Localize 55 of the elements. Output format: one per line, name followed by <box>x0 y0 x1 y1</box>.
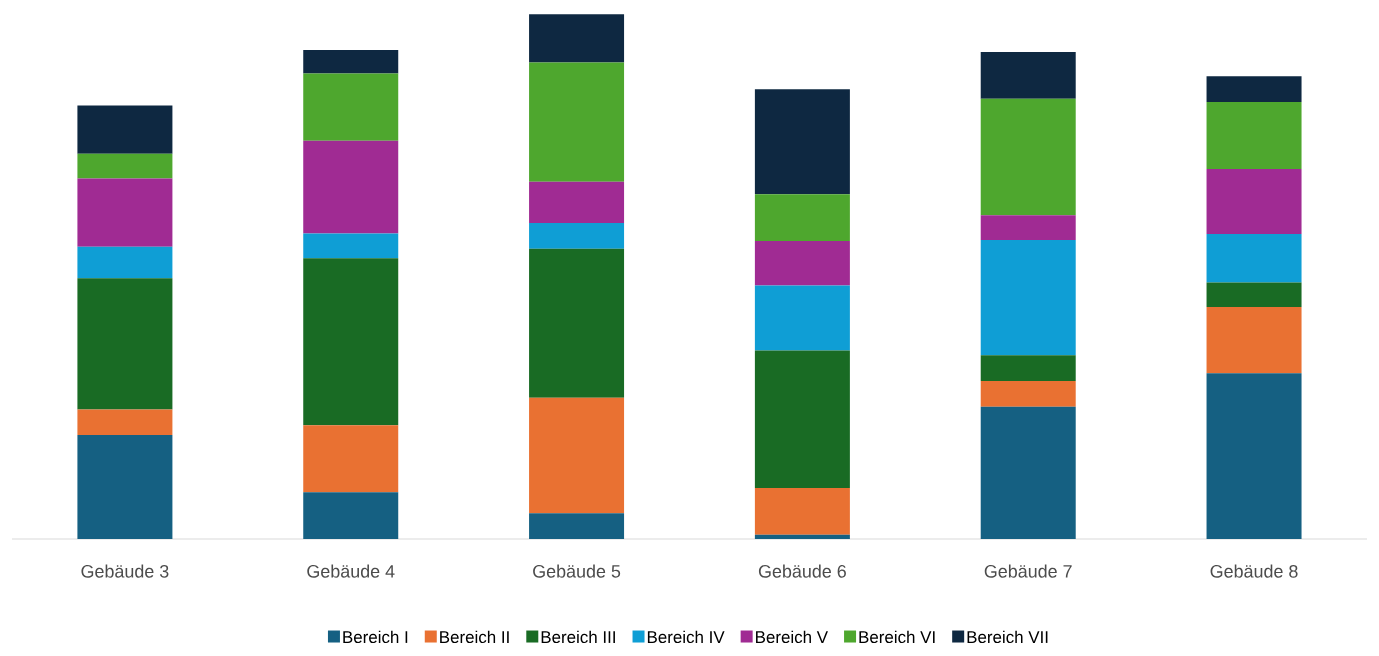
bar <box>77 153 173 179</box>
bar <box>77 105 173 154</box>
bar <box>754 240 850 286</box>
bar <box>1206 169 1302 235</box>
bar <box>1206 76 1302 102</box>
legend-label: Bereich IV <box>647 630 725 644</box>
bar <box>980 381 1076 407</box>
bar <box>754 488 850 535</box>
x-tick-label: Gebäude 8 <box>1210 564 1298 578</box>
bar <box>1206 373 1302 539</box>
legend-label: Bereich II <box>440 630 509 644</box>
bar <box>1206 282 1302 308</box>
legend-label: Bereich VII <box>967 630 1048 644</box>
bar <box>980 98 1076 216</box>
bar <box>303 233 399 259</box>
legend-label: Bereich I <box>343 630 408 644</box>
bar <box>77 435 173 539</box>
bar <box>77 409 173 436</box>
bar <box>980 406 1076 539</box>
bar <box>529 62 625 182</box>
x-tick-label: Gebäude 4 <box>307 564 395 578</box>
bar <box>754 350 850 489</box>
legend-label: Bereich V <box>756 630 828 644</box>
bar <box>980 52 1076 99</box>
bar <box>529 181 625 224</box>
bar <box>529 14 625 63</box>
bar <box>303 73 399 141</box>
legend-label: Bereich III <box>541 630 615 644</box>
bar <box>1206 101 1302 170</box>
bar <box>303 258 399 426</box>
bar <box>980 239 1076 356</box>
bar <box>529 397 625 514</box>
bar <box>303 140 399 234</box>
bar <box>303 492 399 539</box>
bar <box>980 215 1076 240</box>
x-tick-label: Gebäude 7 <box>984 564 1072 578</box>
bar <box>77 246 173 279</box>
bar <box>754 89 850 195</box>
bar <box>77 178 173 247</box>
bar <box>529 223 625 249</box>
bar <box>303 425 399 493</box>
x-tick-label: Gebäude 6 <box>758 564 846 578</box>
bar <box>754 194 850 241</box>
bar <box>754 285 850 351</box>
bar <box>77 278 173 410</box>
bar <box>529 248 625 398</box>
bar <box>1206 307 1302 374</box>
bar <box>529 513 625 539</box>
bar <box>980 355 1076 382</box>
bar <box>303 49 399 74</box>
bar <box>1206 234 1302 283</box>
bar <box>754 534 850 539</box>
legend-label: Bereich VI <box>859 630 935 644</box>
x-tick-label: Gebäude 5 <box>533 564 621 578</box>
x-tick-label: Gebäude 3 <box>81 564 169 578</box>
